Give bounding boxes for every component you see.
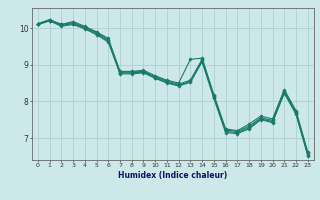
X-axis label: Humidex (Indice chaleur): Humidex (Indice chaleur) bbox=[118, 171, 228, 180]
